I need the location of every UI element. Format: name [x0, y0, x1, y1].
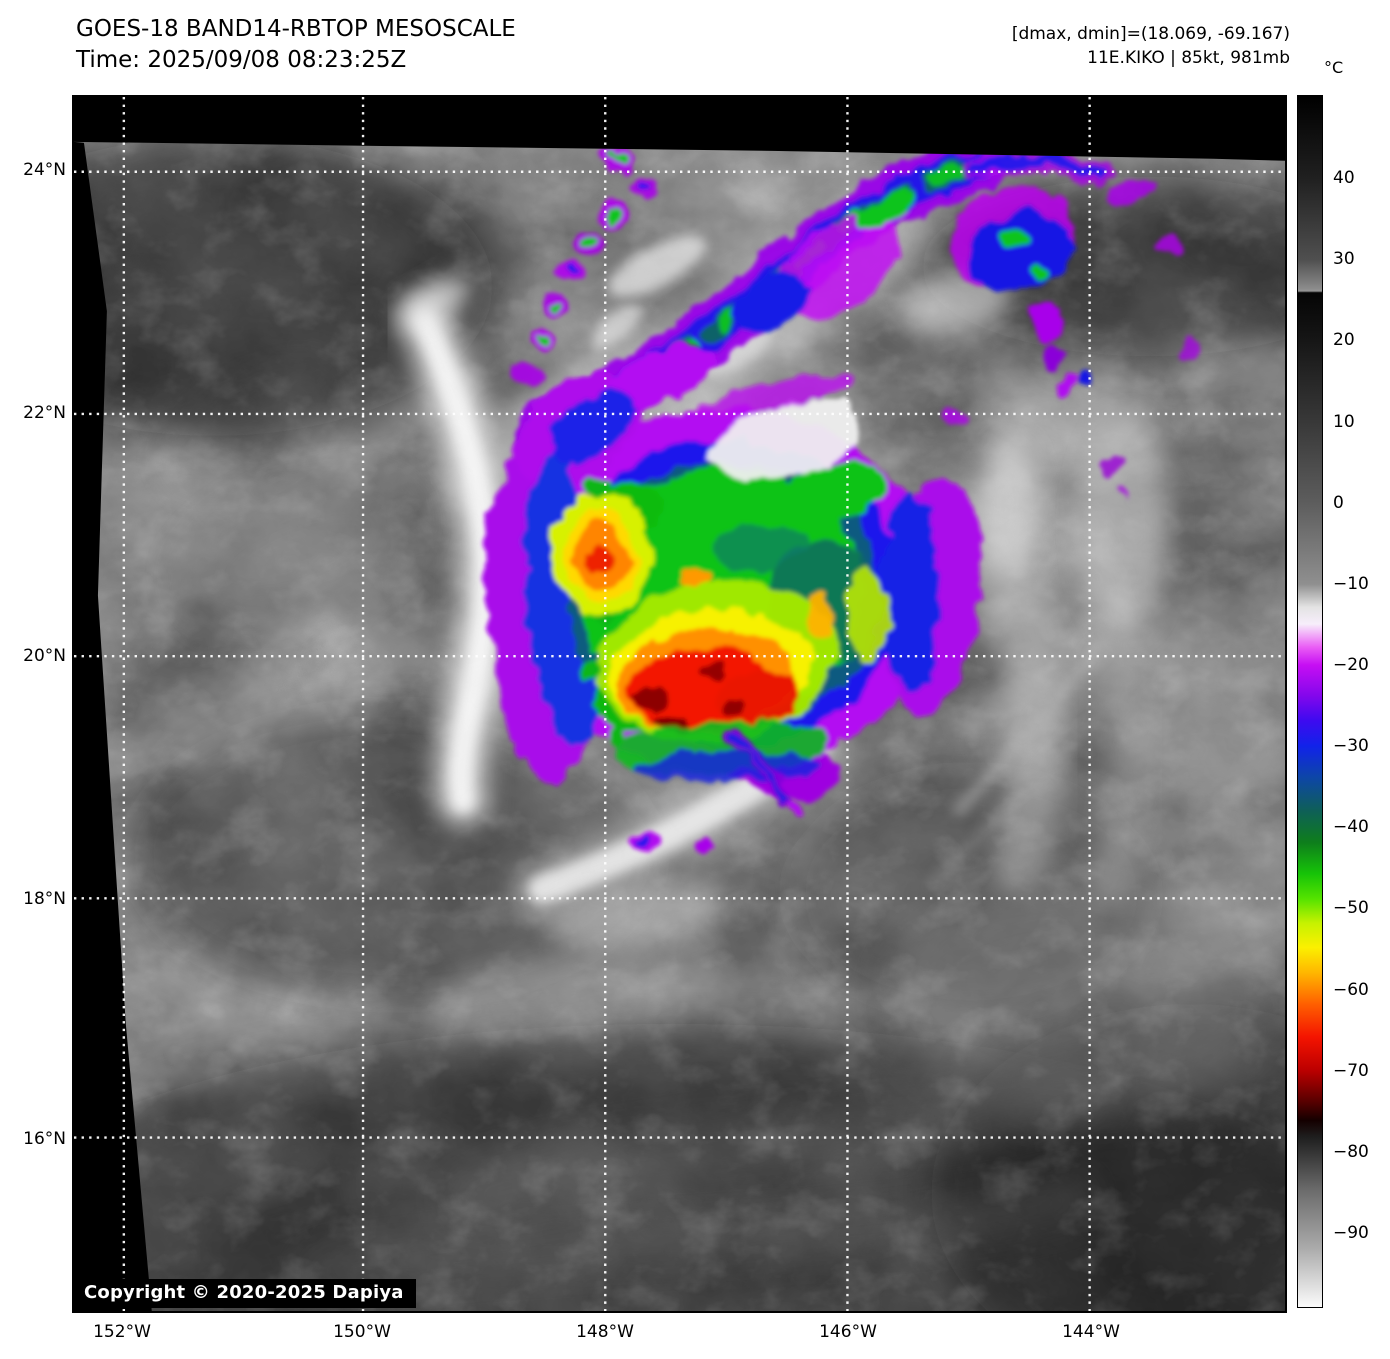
- latitude-tick-label: 16°N: [23, 1129, 66, 1149]
- longitude-tick-label: 150°W: [333, 1322, 391, 1342]
- satellite-imagery: [74, 97, 1285, 1311]
- southern-tail: [633, 728, 802, 854]
- hurricane-core: [486, 345, 983, 800]
- colorbar-tick-label: −10: [1333, 574, 1369, 594]
- colorbar-tick-label: −90: [1333, 1223, 1369, 1243]
- storm-info-note: 11E.KIKO | 85kt, 981mb: [1087, 48, 1290, 68]
- copyright-stamp: Copyright © 2020-2025 Dapiya: [76, 1279, 416, 1308]
- colorbar-tick-label: 0: [1333, 493, 1344, 513]
- colorbar-unit-label: °C: [1324, 58, 1344, 77]
- annotations: [dmax, dmin]=(18.069, -69.167) 11E.KIKO …: [1012, 22, 1290, 70]
- page-title: GOES-18 BAND14-RBTOP MESOSCALE Time: 2025…: [76, 14, 516, 76]
- colorbar-tick-label: −30: [1333, 736, 1369, 756]
- northeast-cluster: [943, 177, 1201, 497]
- no-data-wedges: [74, 97, 1285, 1311]
- colorbar-tick-label: −60: [1333, 980, 1369, 1000]
- plot-time: Time: 2025/09/08 08:23:25Z: [76, 47, 407, 73]
- latitude-tick-label: 22°N: [23, 403, 66, 423]
- colorbar-tick-label: −70: [1333, 1061, 1369, 1081]
- colorbar-tick-label: −80: [1333, 1142, 1369, 1162]
- plot-title: GOES-18 BAND14-RBTOP MESOSCALE: [76, 16, 516, 42]
- longitude-tick-label: 146°W: [819, 1322, 877, 1342]
- latitude-tick-label: 24°N: [23, 160, 66, 180]
- longitude-tick-label: 144°W: [1062, 1322, 1120, 1342]
- colorbar-tick-label: 40: [1333, 168, 1355, 188]
- dmax-dmin-note: [dmax, dmin]=(18.069, -69.167): [1011, 24, 1290, 44]
- temperature-colorbar: [1297, 95, 1323, 1308]
- colorbar-tick-label: −50: [1333, 898, 1369, 918]
- colorbar-tick-label: −20: [1333, 655, 1369, 675]
- colorbar-tick-label: 10: [1333, 412, 1355, 432]
- colorbar-tick-label: 20: [1333, 330, 1355, 350]
- latitude-tick-label: 18°N: [23, 889, 66, 909]
- colorbar-tick-label: 30: [1333, 249, 1355, 269]
- colorbar-tick-label: −40: [1333, 817, 1369, 837]
- graticule-gridlines: [74, 97, 1285, 1311]
- longitude-tick-label: 148°W: [576, 1322, 634, 1342]
- longitude-tick-label: 152°W: [93, 1322, 151, 1342]
- satellite-map: Copyright © 2020-2025 Dapiya: [72, 95, 1287, 1313]
- latitude-tick-label: 20°N: [23, 646, 66, 666]
- convective-speck-chain: [517, 145, 658, 386]
